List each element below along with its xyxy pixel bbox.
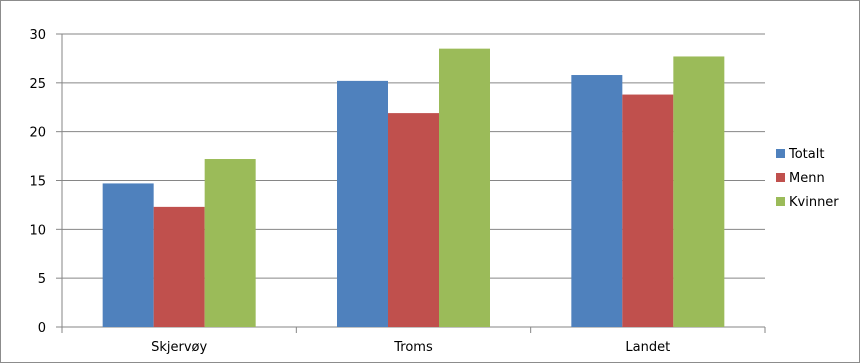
legend-swatch (776, 197, 785, 206)
x-tick-label: Landet (625, 340, 670, 355)
legend: Totalt Menn Kvinner (776, 147, 839, 210)
y-tick-label: 20 (29, 126, 46, 141)
bar-kvinner-3 (673, 56, 725, 328)
y-tick-label: 10 (29, 223, 46, 238)
legend-label: Kvinner (789, 195, 839, 210)
bar-menn-1 (153, 206, 205, 327)
legend-swatch (776, 173, 785, 182)
bar-totalt-1 (102, 183, 154, 327)
x-axis-ticks: Skjervøy Troms Landet (61, 327, 766, 355)
y-tick-label: 30 (29, 28, 46, 43)
bar-kvinner-1 (204, 159, 256, 327)
y-tick-label: 0 (38, 321, 46, 336)
bars (102, 48, 725, 328)
bar-totalt-2 (337, 80, 388, 327)
x-tick-label: Skjervøy (151, 340, 207, 355)
bar-kvinner-2 (439, 48, 490, 328)
y-tick-label: 15 (29, 175, 46, 190)
bar-menn-2 (388, 113, 439, 327)
y-tick-label: 25 (29, 77, 46, 92)
y-tick-label: 5 (38, 272, 46, 287)
legend-label: Menn (789, 171, 825, 186)
legend-label: Totalt (788, 147, 824, 162)
y-axis-ticks: 0 5 10 15 20 25 30 (29, 28, 62, 336)
x-tick-label: Troms (393, 340, 433, 355)
bar-menn-3 (622, 94, 674, 327)
legend-swatch (776, 149, 785, 158)
bar-totalt-3 (571, 75, 623, 328)
